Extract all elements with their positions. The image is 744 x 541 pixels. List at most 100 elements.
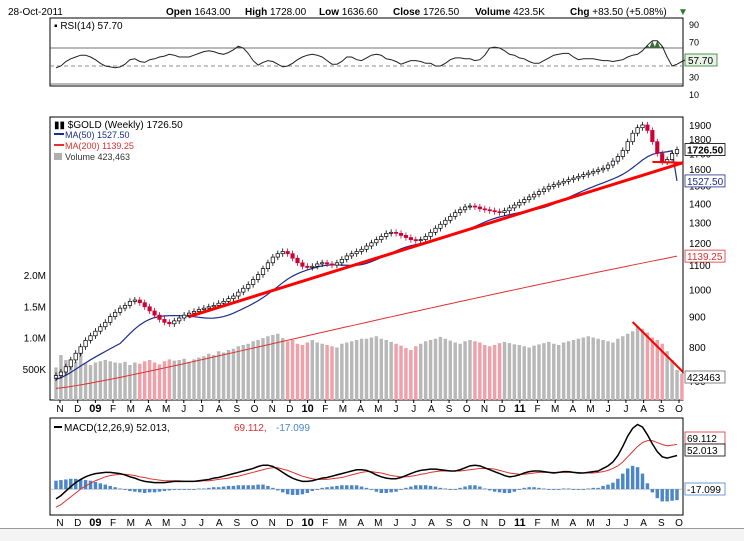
- candle-body: [507, 207, 512, 212]
- candle-body: [265, 262, 271, 269]
- volume-bar: [207, 353, 211, 400]
- macd-x-tick-label: D: [286, 518, 293, 529]
- candle-body: [591, 171, 596, 174]
- macd-x-tick-label: S: [658, 518, 665, 529]
- macd-histogram-bar: [448, 489, 453, 490]
- macd-histogram-bar: [621, 473, 625, 490]
- expand-triangle-icon[interactable]: ▼: [678, 7, 688, 18]
- candle-body: [581, 174, 586, 177]
- macd-x-tick-label: J: [606, 518, 611, 529]
- macd-histogram-bar: [128, 489, 132, 492]
- macd-histogram-bar: [497, 489, 502, 493]
- candle-body: [73, 352, 78, 361]
- macd-histogram-bar: [576, 489, 581, 490]
- volume-bar: [418, 343, 423, 400]
- volume-bar: [157, 364, 162, 400]
- candle-body: [536, 191, 542, 195]
- volume-bar: [330, 346, 334, 400]
- x-tick-label: A: [145, 404, 152, 415]
- candle-body: [541, 188, 547, 192]
- macd-x-tick-label: A: [570, 518, 577, 529]
- volume-bar: [596, 338, 600, 400]
- candle-body: [196, 309, 202, 312]
- volume-bar: [98, 361, 103, 400]
- candle-body: [310, 265, 315, 268]
- macd-histogram-bar: [394, 489, 398, 492]
- candle-body: [285, 251, 290, 255]
- candle-body: [551, 184, 556, 187]
- volume-bar: [571, 340, 576, 400]
- candle-body: [364, 245, 369, 250]
- last-price-box: [684, 143, 726, 156]
- macd-x-tick-label: F: [534, 518, 540, 529]
- macd-histogram-bar: [113, 487, 117, 490]
- volume-bar: [310, 340, 315, 400]
- macd-histogram-bar: [354, 485, 359, 490]
- macd-x-tick-label: M: [586, 518, 594, 529]
- volume-bar: [280, 338, 285, 400]
- macd-x-tick-label: J: [394, 518, 399, 529]
- candle-body: [236, 291, 241, 297]
- macd-histogram-bar: [340, 485, 344, 490]
- candle-body: [53, 375, 59, 379]
- macd-histogram-bar: [335, 485, 339, 490]
- macd-value-label: 69.112: [687, 434, 717, 445]
- candle-body: [640, 124, 645, 129]
- candle-body: [211, 305, 216, 308]
- candle-body: [275, 253, 280, 258]
- macd-x-tick-label: J: [181, 518, 186, 529]
- volume-bar: [147, 360, 152, 400]
- macd-histogram-bar: [645, 483, 650, 490]
- macd-histogram-bar: [305, 489, 310, 494]
- candle-body: [280, 251, 285, 255]
- rsi-tick-label: 10: [689, 90, 699, 100]
- macd-histogram-bar: [147, 489, 152, 493]
- macd-histogram-bar: [556, 489, 561, 490]
- volume-bar: [78, 353, 83, 400]
- volume-bar: [192, 359, 196, 400]
- candle-body: [605, 164, 611, 169]
- volume-bar: [197, 357, 201, 400]
- candle-body: [142, 302, 147, 308]
- macd-histogram-bar: [280, 489, 285, 493]
- x-tick-label: D: [499, 404, 506, 415]
- candle-body: [344, 255, 349, 260]
- volume-value-box: [684, 370, 726, 384]
- macd-histogram-bar: [606, 484, 610, 490]
- support-trendline: [188, 161, 684, 318]
- volume-bar: [128, 365, 132, 400]
- candle-body: [566, 179, 571, 182]
- volume-bar: [483, 345, 487, 400]
- volume-bar: [394, 343, 398, 400]
- macd-histogram-bar: [300, 489, 305, 495]
- x-tick-label: 09: [89, 403, 101, 415]
- volume-bar: [320, 343, 324, 400]
- rsi-value-label: 57.70: [688, 56, 713, 67]
- macd-histogram-bar: [202, 488, 206, 490]
- x-tick-label: F: [322, 404, 328, 415]
- macd-x-tick-label: F: [110, 518, 116, 529]
- macd-x-tick-label: N: [481, 518, 488, 529]
- volume-value-label: 423463: [687, 373, 721, 384]
- macd-histogram-bar: [83, 480, 88, 490]
- macd-histogram-bar: [591, 487, 595, 490]
- volume-bar: [285, 341, 290, 400]
- candle-body: [561, 180, 566, 184]
- ma50-legend: MA(50) 1527.50: [65, 130, 130, 140]
- candle-body: [334, 262, 340, 266]
- macd-histogram-bar: [517, 489, 522, 490]
- candle-body: [231, 295, 236, 300]
- macd-histogram-bar: [192, 489, 196, 490]
- candle-body: [482, 208, 487, 211]
- candle-body: [546, 186, 551, 190]
- macd-histogram-bar: [665, 489, 669, 502]
- macd-x-tick-label: A: [640, 518, 647, 529]
- macd-histogram-bar: [246, 485, 250, 490]
- candle-body: [68, 359, 73, 368]
- rsi-line: [55, 40, 688, 69]
- x-tick-label: 10: [301, 403, 313, 415]
- volume-bar: [221, 352, 226, 400]
- macd-panel-frame: [49, 417, 684, 516]
- macd-histogram-bar: [211, 487, 216, 490]
